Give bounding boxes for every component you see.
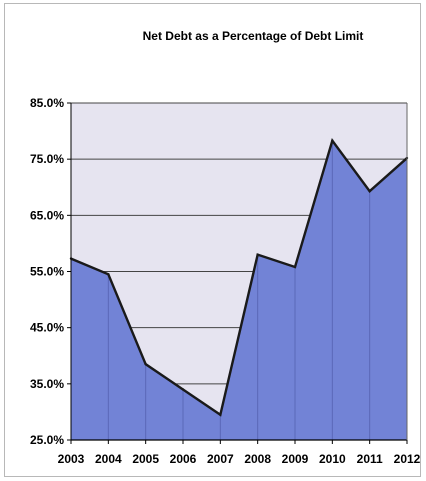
y-tick-label: 85.0% (30, 96, 64, 110)
area-chart: Net Debt as a Percentage of Debt Limit 2… (30, 29, 420, 466)
y-tick-label: 25.0% (30, 433, 64, 447)
x-tick-label-2004: 2004 (95, 452, 122, 466)
data-point-2005 (144, 362, 147, 366)
series-line (70, 137, 408, 417)
x-tick-label-2009: 2009 (282, 452, 309, 466)
data-point-2006 (181, 388, 185, 391)
chart-frame: Net Debt as a Percentage of Debt Limit 2… (4, 3, 421, 477)
y-tick-label: 55.0% (30, 265, 64, 279)
y-axis-ticks: 25.0% 35.0% 45.0% 55.0% 65.0% 75.0% 85.0% (30, 96, 71, 447)
data-point-2008 (256, 253, 259, 256)
data-point-2007 (219, 413, 222, 416)
data-point-2011 (368, 189, 371, 193)
x-tick-label-2011: 2011 (357, 452, 383, 466)
x-tick-label-2003: 2003 (58, 452, 85, 466)
x-tick-label-2008: 2008 (244, 452, 271, 466)
data-point-2010 (331, 139, 334, 142)
x-tick-label-2006: 2006 (170, 452, 197, 466)
y-tick-label: 45.0% (30, 321, 64, 335)
x-tick-label-2005: 2005 (132, 452, 159, 466)
chart-title: Net Debt as a Percentage of Debt Limit (143, 29, 364, 43)
data-point-2009 (293, 265, 297, 269)
data-point-2004 (107, 273, 110, 276)
data-series (69, 137, 409, 441)
y-tick-label: 75.0% (30, 152, 64, 166)
area-fill (71, 140, 407, 441)
x-tick-label-2010: 2010 (319, 452, 346, 466)
x-tick-label-2012: 2012 (394, 452, 420, 466)
y-tick-label: 65.0% (30, 208, 64, 222)
x-axis-ticks: 2003 2004 2005 2006 2007 2008 2009 2010 2011 2012 (58, 440, 420, 466)
y-tick-label: 35.0% (30, 377, 64, 391)
x-tick-label-2007: 2007 (207, 452, 234, 466)
